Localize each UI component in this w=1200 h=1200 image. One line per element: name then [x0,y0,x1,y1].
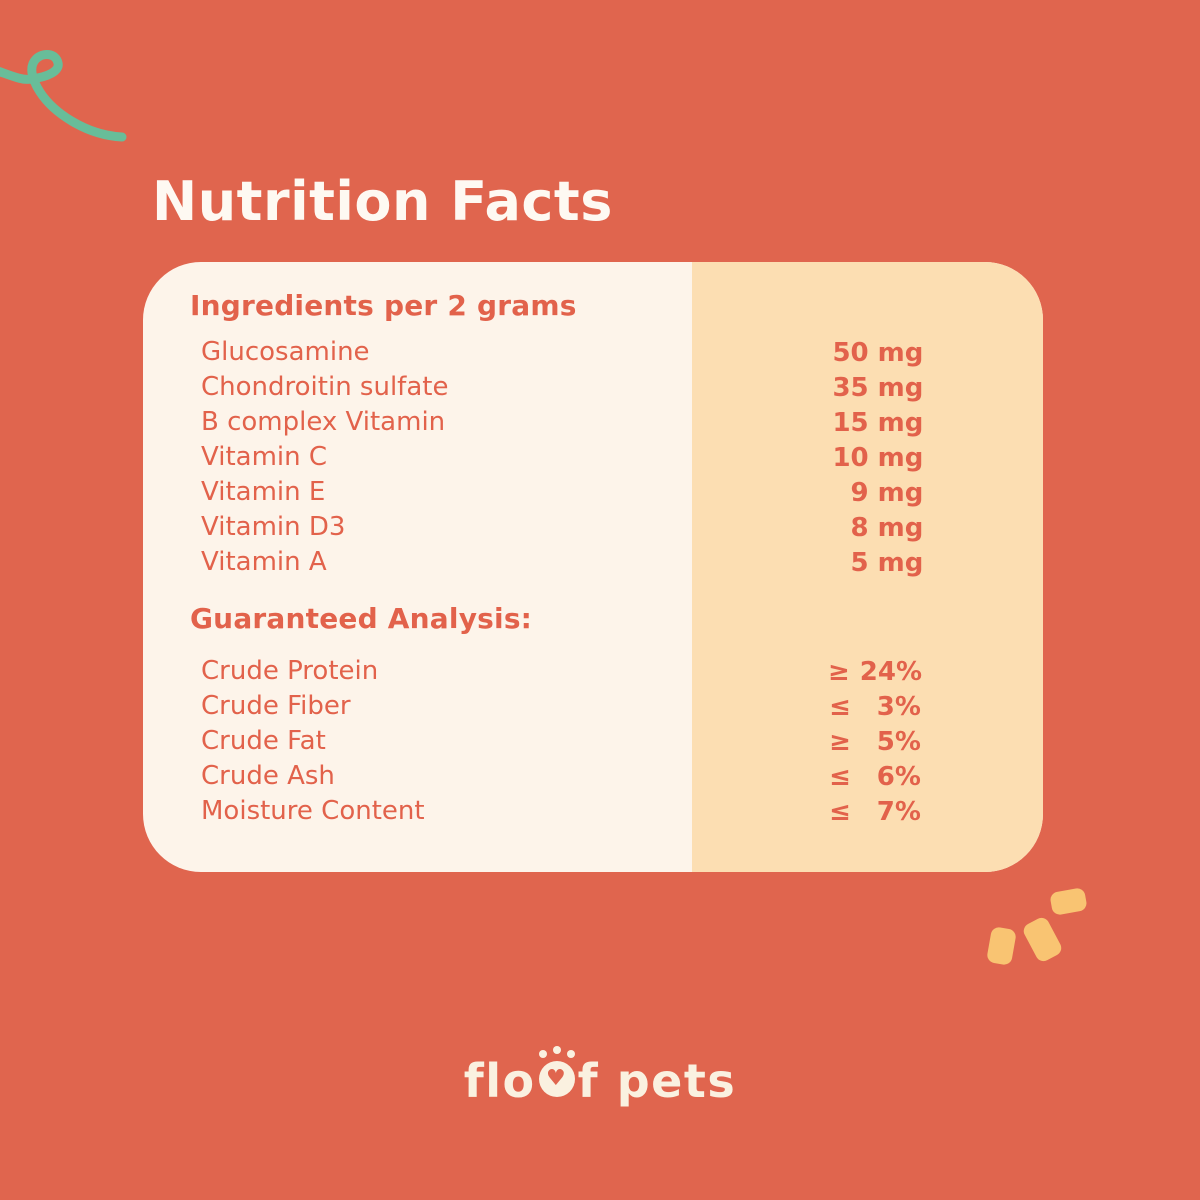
ingredient-amount: 8 mg [850,512,924,543]
analysis-row: Crude Ash ≤6% [143,759,1043,794]
analysis-row: Crude Fiber ≤3% [143,689,1043,724]
ingredient-amount: 9 mg [850,477,924,508]
analysis-heading: Guaranteed Analysis: [190,602,533,635]
ingredient-amount: 35 mg [832,372,924,403]
ingredient-name: Vitamin D3 [201,512,346,542]
ingredient-name: Glucosamine [201,337,370,367]
ingredient-amount: 15 mg [832,407,924,438]
paw-toe-dot [538,1050,547,1058]
ingredient-row: Vitamin D3 8 mg [143,510,1043,545]
analysis-value: ≥24% [827,656,923,687]
ingredients-heading: Ingredients per 2 grams [190,289,577,322]
values-panel-background [692,262,1043,872]
ingredient-name: Chondroitin sulfate [201,372,449,402]
confetti-shape [1049,887,1088,916]
analysis-value: ≤3% [829,691,921,722]
ingredient-row: Vitamin E 9 mg [143,475,1043,510]
analysis-value: ≥5% [829,726,921,757]
brand-logo: flo ♥ f pets [0,1046,1200,1110]
ingredient-row: Glucosamine 50 mg [143,335,1043,370]
analysis-name: Moisture Content [201,796,425,826]
ingredient-row: Chondroitin sulfate 35 mg [143,370,1043,405]
squiggle-icon [0,50,127,142]
paw-toe-dot [552,1046,561,1054]
ingredient-row: Vitamin A 5 mg [143,545,1043,580]
confetti-shape [1020,915,1065,964]
confetti-shape [986,926,1017,966]
paw-toe-dot [566,1050,575,1058]
nutrition-facts-card: Ingredients per 2 grams Glucosamine 50 mg… [143,262,1043,872]
ingredient-name: Vitamin E [201,477,326,507]
ingredient-name: B complex Vitamin [201,407,446,437]
ingredient-name: Vitamin C [201,442,328,472]
analysis-row: Moisture Content ≤7% [143,794,1043,829]
analysis-value: ≤6% [829,761,921,792]
ingredient-row: B complex Vitamin 15 mg [143,405,1043,440]
analysis-name: Crude Fiber [201,691,351,721]
analysis-name: Crude Ash [201,761,335,791]
analysis-name: Crude Protein [201,656,379,686]
ingredient-name: Vitamin A [201,547,327,577]
analysis-value: ≤7% [829,796,921,827]
ingredient-amount: 10 mg [832,442,924,473]
paw-print-icon: ♥ [538,1046,575,1097]
analysis-row: Crude Protein ≥24% [143,654,1043,689]
ingredients-list: Glucosamine 50 mg Chondroitin sulfate 35 m… [143,335,1043,580]
analysis-row: Crude Fat ≥5% [143,724,1043,759]
page-title: Nutrition Facts [152,170,613,233]
analysis-name: Crude Fat [201,726,326,756]
heart-icon: ♥ [546,1066,568,1091]
ingredient-amount: 5 mg [850,547,924,578]
logo-text-left: flo [463,1054,536,1108]
ingredient-row: Vitamin C 10 mg [143,440,1043,475]
analysis-list: Crude Protein ≥24% Crude Fiber ≤3% Crude… [143,654,1043,829]
logo-text-right: f pets [577,1054,737,1108]
ingredient-amount: 50 mg [832,337,924,368]
